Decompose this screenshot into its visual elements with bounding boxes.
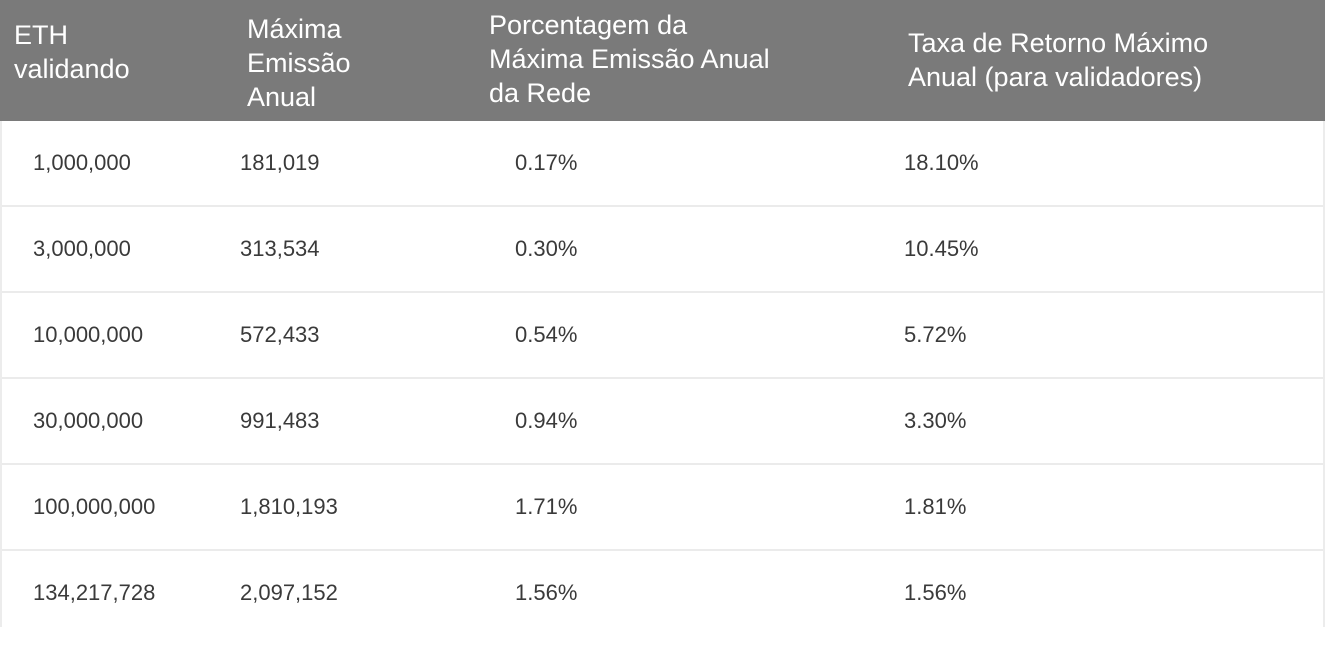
cell-max-annual-return-rate: 1.81% (904, 494, 967, 519)
cell-max-annual-issuance: 991,483 (240, 408, 320, 433)
cell-max-annual-issuance: 313,534 (240, 236, 320, 261)
cell-eth-validating: 1,000,000 (33, 150, 131, 175)
table-row: 100,000,000 1,810,193 1.71% 1.81% (2, 465, 1323, 551)
cell-max-annual-return-rate: 1.56% (904, 580, 967, 605)
header-max-annual-return-rate: Taxa de Retorno Máximo Anual (para valid… (908, 28, 1209, 92)
table-body: 1,000,000 181,019 0.17% 18.10% 3,000,000… (0, 121, 1325, 627)
table-row: 10,000,000 572,433 0.54% 5.72% (2, 293, 1323, 379)
cell-max-annual-return-rate: 18.10% (904, 150, 979, 175)
cell-network-issuance-percentage: 0.30% (515, 236, 578, 261)
header-eth-validating: ETH validando (14, 20, 130, 84)
table-row: 134,217,728 2,097,152 1.56% 1.56% (2, 551, 1323, 637)
cell-eth-validating: 3,000,000 (33, 236, 131, 261)
cell-max-annual-issuance: 181,019 (240, 150, 320, 175)
cell-eth-validating: 100,000,000 (33, 494, 156, 519)
cell-network-issuance-percentage: 0.54% (515, 322, 578, 347)
cell-max-annual-issuance: 572,433 (240, 322, 320, 347)
cell-network-issuance-percentage: 1.56% (515, 580, 578, 605)
cell-max-annual-issuance: 1,810,193 (240, 494, 338, 519)
cell-eth-validating: 134,217,728 (33, 580, 156, 605)
cell-network-issuance-percentage: 0.17% (515, 150, 578, 175)
cell-eth-validating: 10,000,000 (33, 322, 144, 347)
table-header: ETH validando Máxima Emissão Anual Porce… (0, 0, 1325, 121)
table-row: 1,000,000 181,019 0.17% 18.10% (2, 121, 1323, 207)
header-network-issuance-percentage: Porcentagem da Máxima Emissão Anual da R… (489, 10, 770, 108)
cell-max-annual-return-rate: 10.45% (904, 236, 979, 261)
cell-eth-validating: 30,000,000 (33, 408, 144, 433)
cell-max-annual-issuance: 2,097,152 (240, 580, 338, 605)
cell-max-annual-return-rate: 3.30% (904, 408, 967, 433)
table-row: 3,000,000 313,534 0.30% 10.45% (2, 207, 1323, 293)
cell-network-issuance-percentage: 0.94% (515, 408, 578, 433)
cell-max-annual-return-rate: 5.72% (904, 322, 967, 347)
table-row: 30,000,000 991,483 0.94% 3.30% (2, 379, 1323, 465)
header-max-annual-issuance: Máxima Emissão Anual (247, 14, 351, 112)
cell-network-issuance-percentage: 1.71% (515, 494, 578, 519)
